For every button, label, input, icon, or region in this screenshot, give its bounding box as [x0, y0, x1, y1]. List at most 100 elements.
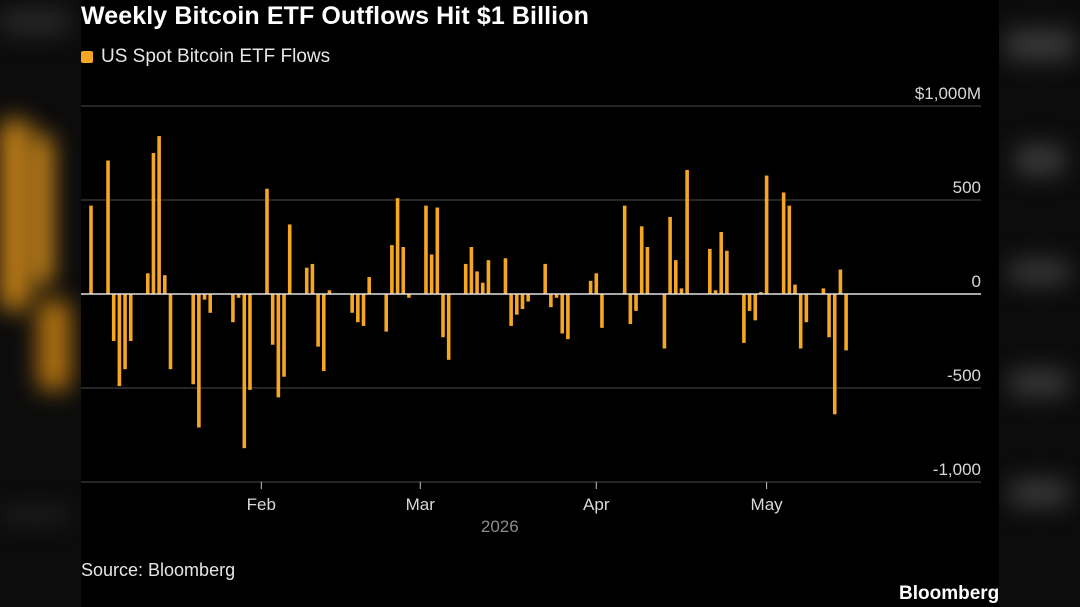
flow-bar: [719, 231, 723, 294]
flow-bar: [265, 188, 269, 294]
flow-bar: [89, 205, 93, 294]
flow-bar: [310, 263, 315, 294]
flow-bar: [747, 294, 752, 311]
x-year-label: 2026: [481, 517, 519, 536]
flow-bar: [543, 263, 547, 294]
flow-bar: [321, 294, 326, 372]
flow-bar: [446, 294, 451, 360]
flow-bar: [526, 294, 530, 302]
blurred-label: [1015, 145, 1065, 175]
y-tick-label: -1,000: [933, 460, 981, 479]
flow-bar: [163, 275, 167, 294]
legend-series-label: US Spot Bitcoin ETF Flows: [101, 46, 331, 67]
flow-bar: [350, 294, 354, 313]
flow-bar: [384, 294, 389, 332]
flow-bar: [645, 247, 650, 294]
flow-bar: [128, 294, 133, 341]
flow-bar: [685, 169, 689, 294]
flow-bar: [668, 216, 672, 294]
flow-bar: [549, 294, 553, 308]
flow-bar: [475, 271, 479, 294]
flow-bar: [441, 294, 445, 338]
flow-bar: [798, 294, 803, 349]
source-note: Source: Bloomberg: [81, 560, 236, 580]
flow-bar: [202, 294, 207, 300]
flow-bar: [594, 273, 599, 294]
flow-bar: [469, 247, 474, 294]
flow-bar: [287, 224, 292, 294]
flow-bar: [236, 294, 241, 298]
flow-bar: [764, 175, 769, 294]
blurred-bar: [38, 300, 70, 390]
flow-bar: [781, 192, 786, 294]
flow-bar: [248, 294, 252, 390]
flow-bar: [168, 294, 173, 370]
flow-bar: [106, 160, 110, 294]
flow-bar: [111, 294, 116, 341]
blurred-bar: [0, 120, 30, 310]
blurred-line: [0, 10, 70, 34]
flow-bar: [639, 226, 644, 294]
flow-bar: [191, 294, 195, 385]
flow-bar: [151, 153, 156, 294]
y-tick-label: $1,000M: [915, 84, 981, 103]
flow-bar: [356, 294, 360, 323]
flow-bar: [554, 294, 559, 298]
flow-bar: [793, 284, 797, 294]
right-edge-blur: [999, 0, 1080, 607]
x-tick-label: Feb: [247, 495, 276, 514]
legend-swatch: [81, 51, 93, 63]
flow-bar: [361, 294, 366, 326]
flow-bar: [520, 294, 525, 310]
bloomberg-logo: Bloomberg: [899, 583, 1000, 604]
flow-bar: [804, 294, 809, 323]
flow-bar: [242, 294, 247, 449]
flow-bar: [622, 205, 627, 294]
flow-bar: [515, 294, 519, 315]
flow-bar: [123, 294, 127, 370]
flow-bar: [628, 294, 633, 325]
flow-bar: [742, 294, 746, 343]
x-tick-label: May: [751, 495, 784, 514]
flow-bar: [759, 292, 763, 294]
flow-bar: [486, 260, 491, 294]
x-tick-label: Apr: [583, 495, 610, 514]
blurred-label: [1009, 260, 1069, 284]
blurred-line: [0, 510, 70, 520]
flow-bar: [634, 294, 638, 311]
x-axis: Feb Mar Apr May 2026: [81, 481, 981, 536]
flow-bar: [753, 294, 758, 321]
flow-bar: [407, 294, 411, 298]
flow-bar: [390, 245, 394, 294]
flow-bar: [509, 294, 513, 326]
flow-bar: [662, 294, 667, 349]
flow-bar: [197, 294, 201, 428]
flow-bar: [463, 263, 468, 294]
flow-bar: [725, 250, 729, 294]
y-tick-label: -500: [947, 366, 981, 385]
flow-bar: [316, 294, 320, 347]
chart-title: Weekly Bitcoin ETF Outflows Hit $1 Billi…: [81, 2, 589, 30]
flow-bar: [327, 290, 332, 294]
flow-bar: [503, 258, 508, 294]
flow-bar: [787, 205, 792, 294]
flow-bar: [395, 198, 400, 294]
chart-bars: [89, 136, 848, 449]
flow-bar: [679, 288, 684, 294]
flow-bar: [304, 267, 309, 294]
flow-bar: [367, 277, 371, 294]
flow-bar: [270, 294, 275, 345]
flow-bar: [600, 294, 604, 328]
flow-bar: [157, 136, 161, 294]
y-axis: $1,000M 500 0 -500 -1,000: [915, 84, 981, 479]
flow-bar: [827, 294, 831, 338]
chart-legend: US Spot Bitcoin ETF Flows: [81, 46, 330, 68]
blurred-label: [1005, 30, 1075, 60]
y-tick-label: 0: [972, 272, 981, 291]
left-edge-blur: [0, 0, 81, 607]
flow-bar: [708, 248, 712, 294]
flow-bar: [673, 260, 678, 294]
y-tick-label: 500: [953, 178, 981, 197]
x-tick-label: Mar: [406, 495, 436, 514]
